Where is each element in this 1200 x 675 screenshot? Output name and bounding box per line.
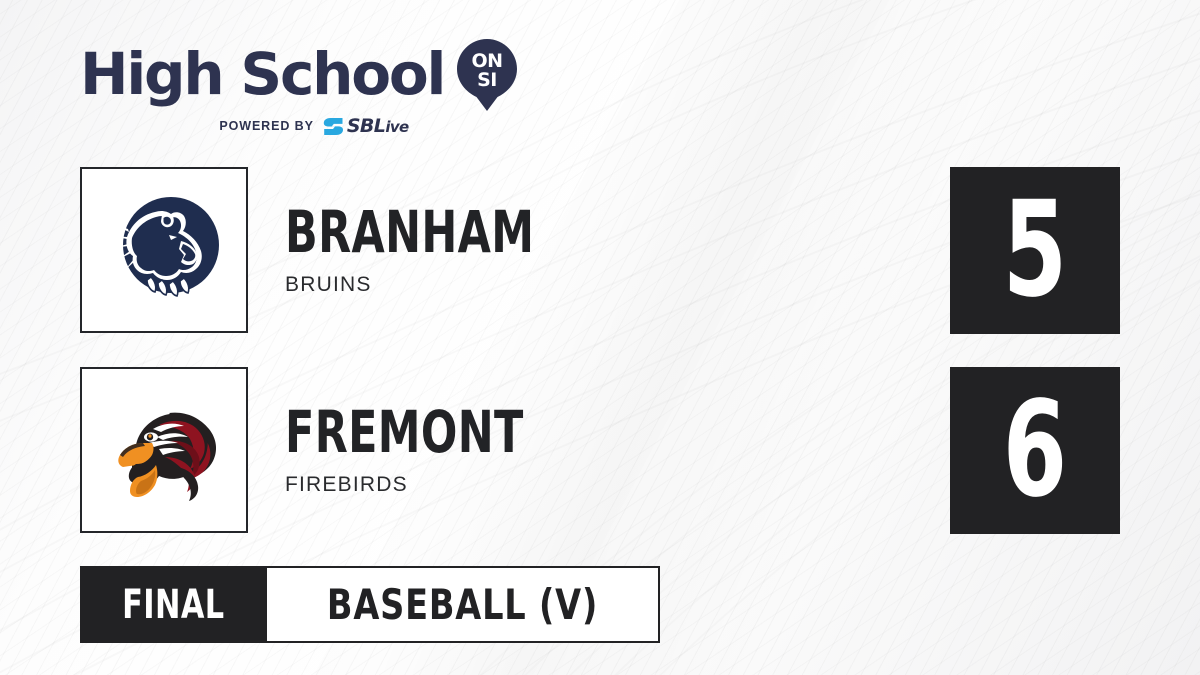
- team-score-box: 6: [950, 366, 1120, 534]
- status-badge-label: FINAL: [122, 581, 225, 628]
- status-badge: FINAL: [80, 566, 267, 643]
- sblive-wordmark: SBLive: [347, 115, 409, 137]
- team-logo-box-branham: [80, 167, 248, 333]
- sblive-word-suffix: ive: [385, 118, 409, 136]
- team-row: BRANHAM BRUINS 5: [80, 166, 1120, 334]
- sblive-word-main: SBL: [346, 115, 386, 137]
- powered-by-label: POWERED BY: [219, 119, 314, 133]
- team-score-value: 5: [1002, 173, 1068, 327]
- powered-by-row: POWERED BY SBLive: [104, 115, 524, 137]
- team-score-value: 6: [1002, 373, 1068, 527]
- brand-wordmark: High School: [80, 40, 446, 108]
- bear-head-logo-icon: [112, 197, 219, 297]
- team-name-block: FREMONT FIREBIRDS: [285, 403, 950, 497]
- team-logo-box-fremont: [80, 367, 248, 533]
- sport-label-box: BASEBALL (V): [266, 566, 660, 643]
- sport-label: BASEBALL (V): [326, 579, 598, 629]
- brand-logo-row: High School ON SI: [80, 36, 580, 112]
- sblive-s-icon: [323, 117, 343, 135]
- on-si-pin-icon: ON SI: [457, 39, 518, 111]
- sblive-logo: SBLive: [323, 115, 409, 137]
- game-status-bar: FINAL BASEBALL (V): [80, 566, 660, 643]
- team-name-block: BRANHAM BRUINS: [285, 203, 950, 297]
- team-score-box: 5: [950, 166, 1120, 334]
- pin-label-on: ON: [472, 50, 503, 72]
- team-mascot-name: BRUINS: [285, 273, 372, 296]
- firebird-head-logo-icon: [118, 412, 217, 501]
- team-mascot-name: FIREBIRDS: [285, 473, 408, 496]
- brand-header: High School ON SI POWERED BY SBLive: [80, 36, 580, 137]
- team-row: FREMONT FIREBIRDS 6: [80, 366, 1120, 534]
- pin-label-si: SI: [477, 69, 497, 91]
- team-school-name: FREMONT: [285, 398, 524, 466]
- team-school-name: BRANHAM: [285, 198, 535, 266]
